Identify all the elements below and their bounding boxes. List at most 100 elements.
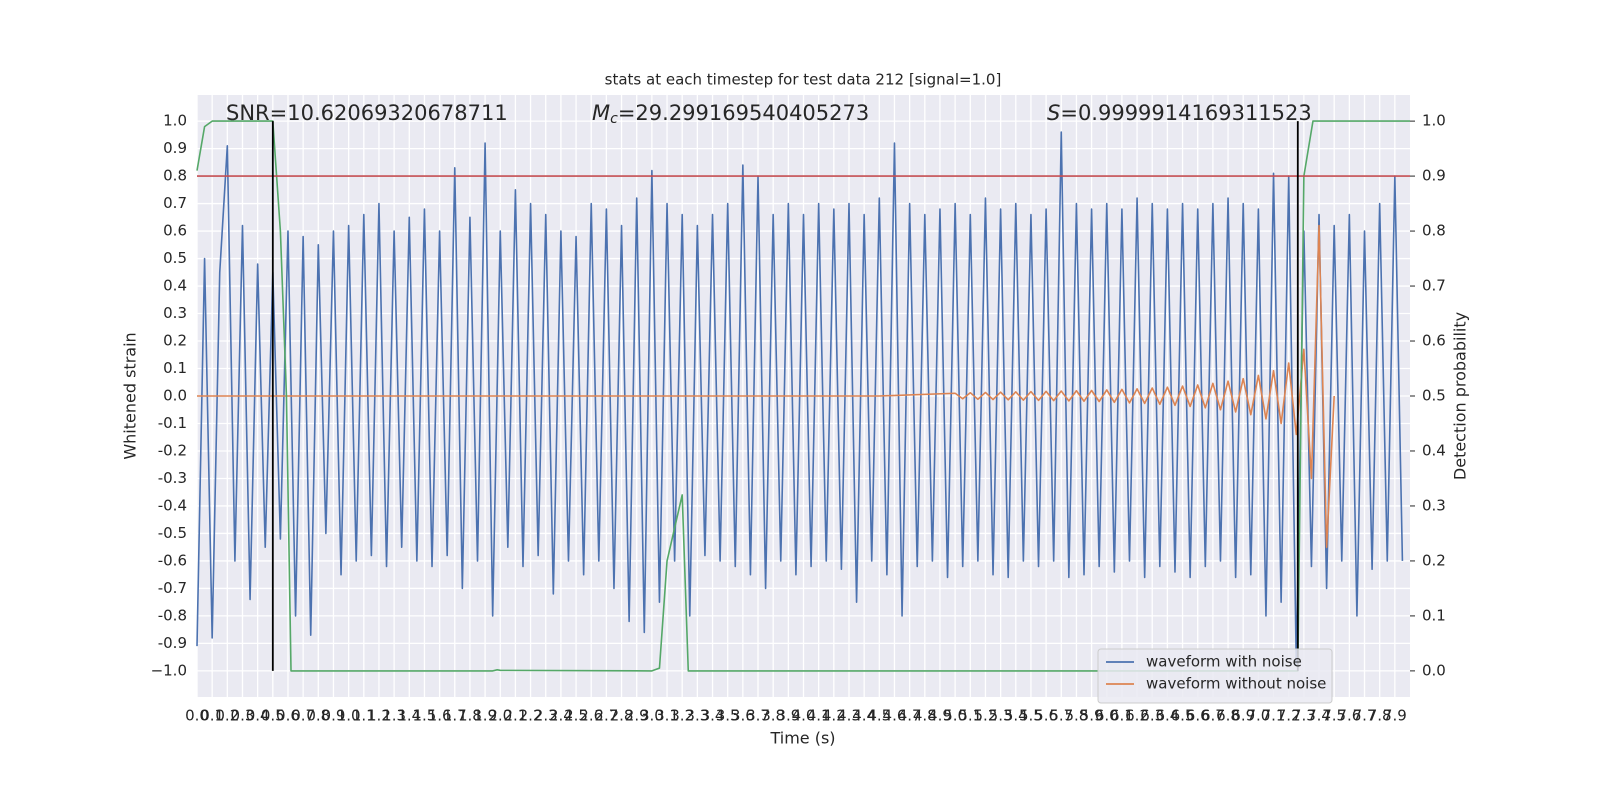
x-tick-label: 1.1: [352, 707, 376, 725]
x-tick-label: 6.4: [1155, 707, 1179, 725]
legend-box: [1097, 648, 1333, 704]
legend-label: waveform with noise: [1146, 653, 1302, 671]
x-tick-label: 6.6: [1186, 707, 1210, 725]
y-tick-label: 0.1: [163, 359, 187, 377]
x-tick-label: 2.9: [625, 707, 649, 725]
x-tick-label: 0.9: [322, 707, 346, 725]
x-tick-label: 5.3: [989, 707, 1013, 725]
x-tick-label: 3.6: [731, 707, 755, 725]
x-tick-label: 6.9: [1231, 707, 1255, 725]
x-tick-label: 5.2: [974, 707, 998, 725]
y-tick-label: 0.3: [163, 304, 187, 322]
annotation-part: =29.299169540405273: [618, 101, 869, 125]
x-tick-label: 7.7: [1353, 707, 1377, 725]
x-tick-label: 2.2: [519, 707, 543, 725]
series-line: [196, 131, 1404, 667]
x-tick-label: 4.8: [913, 707, 937, 725]
y2-tick-label: 0.5: [1422, 387, 1446, 405]
x-tick-label: 0.0: [185, 707, 209, 725]
x-tick-label: 5.0: [943, 707, 967, 725]
x-tick-label: 6.0: [1095, 707, 1119, 725]
y-tick-label: 0.8: [163, 167, 187, 185]
x-tick-label: 6.3: [1140, 707, 1164, 725]
x-tick-label: 0.8: [306, 707, 330, 725]
x-tick-label: 7.3: [1292, 707, 1316, 725]
x-tick-label: 7.4: [1307, 707, 1331, 725]
y-axis-label: Whitened strain: [121, 332, 140, 459]
y-tick-label: 0.6: [163, 222, 187, 240]
x-tick-label: 0.5: [261, 707, 285, 725]
y-tick-label: 0.5: [163, 249, 187, 267]
x-tick-label: 1.3: [382, 707, 406, 725]
annotation-part: SNR=10.62069320678711: [226, 101, 508, 125]
x-tick-label: 1.7: [443, 707, 467, 725]
x-tick-label: 6.8: [1216, 707, 1240, 725]
x-tick-label: 2.6: [579, 707, 603, 725]
y2-tick-label: 0.4: [1422, 441, 1446, 459]
annotation-part: M: [592, 101, 610, 125]
y2-tick-label: 0.0: [1422, 661, 1446, 679]
annotation-part: S: [1047, 101, 1060, 125]
x-tick-label: 0.1: [200, 707, 224, 725]
y2-tick-label: 0.3: [1422, 496, 1446, 514]
y2-tick-label: 0.2: [1422, 551, 1446, 569]
x-tick-label: 4.3: [837, 707, 861, 725]
x-tick-label: 0.2: [215, 707, 239, 725]
y-tick-label: -0.1: [158, 414, 187, 432]
x-tick-label: 7.6: [1337, 707, 1361, 725]
y2-tick-label: 1.0: [1422, 112, 1446, 130]
x-tick-label: 1.9: [473, 707, 497, 725]
x-tick-label: 1.8: [458, 707, 482, 725]
x-tick-label: 1.4: [397, 707, 421, 725]
x-tick-label: 5.9: [1080, 707, 1104, 725]
x-tick-label: 2.0: [488, 707, 512, 725]
y2-axis-label: Detection probability: [1451, 312, 1470, 480]
x-tick-label: 6.7: [1201, 707, 1225, 725]
x-tick-label: 4.0: [792, 707, 816, 725]
x-tick-label: 5.1: [958, 707, 982, 725]
x-tick-label: 6.5: [1171, 707, 1195, 725]
y-tick-label: -0.7: [158, 579, 187, 597]
x-tick-label: 4.6: [883, 707, 907, 725]
x-tick-label: 2.8: [610, 707, 634, 725]
x-tick-label: 4.2: [822, 707, 846, 725]
y-tick-label: -0.9: [158, 634, 187, 652]
x-tick-label: 4.7: [898, 707, 922, 725]
x-tick-label: 0.4: [246, 707, 270, 725]
x-tick-label: 0.7: [291, 707, 315, 725]
y-tick-label: 0.9: [163, 139, 187, 157]
y-tick-label: 0.4: [163, 277, 187, 295]
annotation: SNR=10.62069320678711: [226, 101, 508, 125]
x-tick-label: 1.6: [428, 707, 452, 725]
x-tick-label: 2.7: [594, 707, 618, 725]
x-tick-label: 6.1: [1110, 707, 1134, 725]
y-tick-label: -0.6: [158, 551, 187, 569]
x-tick-label: 7.0: [1246, 707, 1270, 725]
x-tick-label: 3.8: [761, 707, 785, 725]
series-line: [197, 224, 1335, 548]
x-tick-label: 3.3: [685, 707, 709, 725]
x-tick-label: 7.9: [1383, 707, 1407, 725]
y-tick-label: 1.0: [163, 112, 187, 130]
y-tick-label: 0.0: [163, 387, 187, 405]
x-tick-label: 5.6: [1034, 707, 1058, 725]
x-tick-label: 5.8: [1064, 707, 1088, 725]
y-tick-label: 0.7: [163, 194, 187, 212]
x-tick-label: 7.5: [1322, 707, 1346, 725]
y-tick-label: 0.2: [163, 332, 187, 350]
x-tick-label: 2.1: [503, 707, 527, 725]
x-tick-label: 4.4: [852, 707, 876, 725]
y-tick-label: -0.2: [158, 441, 187, 459]
x-tick-label: 3.2: [670, 707, 694, 725]
x-tick-label: 1.5: [413, 707, 437, 725]
x-tick-label: 3.1: [655, 707, 679, 725]
legend-label: waveform without noise: [1146, 675, 1326, 693]
x-axis-label: Time (s): [769, 729, 835, 748]
x-tick-label: 1.0: [337, 707, 361, 725]
y-tick-label: −1.0: [151, 661, 187, 679]
x-tick-label: 7.2: [1277, 707, 1301, 725]
y2-tick-label: 0.9: [1422, 167, 1446, 185]
y2-tick-label: 0.8: [1422, 222, 1446, 240]
x-tick-label: 4.1: [807, 707, 831, 725]
